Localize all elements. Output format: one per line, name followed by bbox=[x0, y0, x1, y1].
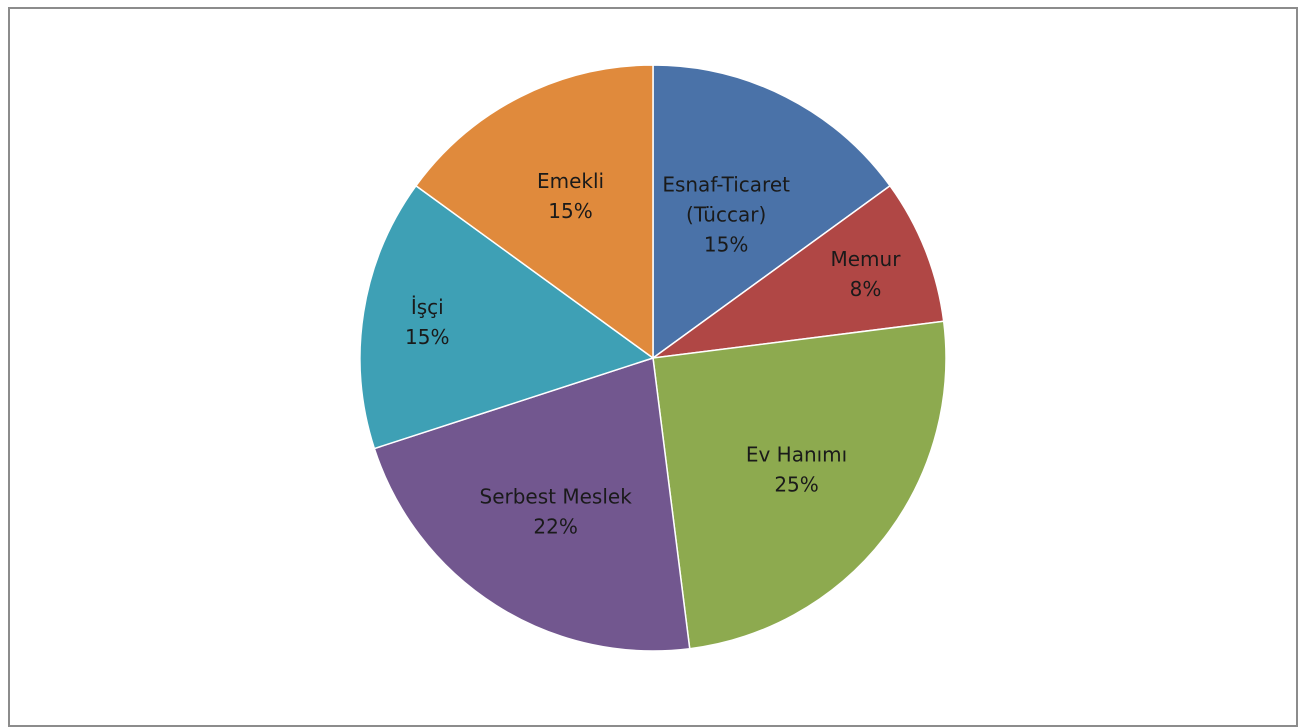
pie-slice bbox=[652, 184, 945, 359]
slice-category-label: (Tüccar) bbox=[686, 202, 766, 226]
pie-labels: Esnaf-Ticaret (Tüccar) 15% Memur 8% Ev Hanımı… bbox=[405, 169, 901, 538]
slice-category-label: Ev Hanımı bbox=[746, 442, 847, 466]
slice-category-label: Memur bbox=[831, 247, 902, 271]
pie-slices bbox=[359, 64, 947, 652]
pie-slice-label: Serbest Meslek 22% bbox=[480, 484, 633, 538]
slice-percent-label: 8% bbox=[850, 277, 882, 301]
pie-slice-label: Emekli 15% bbox=[537, 169, 604, 223]
pie-slice bbox=[359, 184, 655, 450]
pie-slice-label: Memur 8% bbox=[831, 247, 902, 301]
slice-category-label: Emekli bbox=[537, 169, 604, 193]
slice-percent-label: 15% bbox=[405, 325, 449, 349]
slice-category-label: Serbest Meslek bbox=[480, 484, 633, 508]
pie-slice bbox=[373, 357, 691, 652]
pie-slice-label: Ev Hanımı 25% bbox=[746, 442, 847, 496]
slice-percent-label: 25% bbox=[774, 472, 818, 496]
pie-chart: Esnaf-Ticaret (Tüccar) 15% Memur 8% Ev Hanımı… bbox=[359, 64, 947, 652]
slice-category-label: Esnaf-Ticaret bbox=[662, 172, 790, 196]
slice-category-label: İşçi bbox=[411, 295, 444, 319]
pie-slice-label: İşçi 15% bbox=[405, 295, 449, 349]
pie-slice bbox=[652, 64, 892, 360]
pie-slice bbox=[652, 320, 947, 650]
pie-slice bbox=[414, 64, 654, 360]
slice-percent-label: 15% bbox=[548, 199, 592, 223]
slice-percent-label: 15% bbox=[704, 232, 748, 256]
pie-slice-label: Esnaf-Ticaret (Tüccar) 15% bbox=[662, 172, 790, 256]
slice-percent-label: 22% bbox=[533, 514, 577, 538]
